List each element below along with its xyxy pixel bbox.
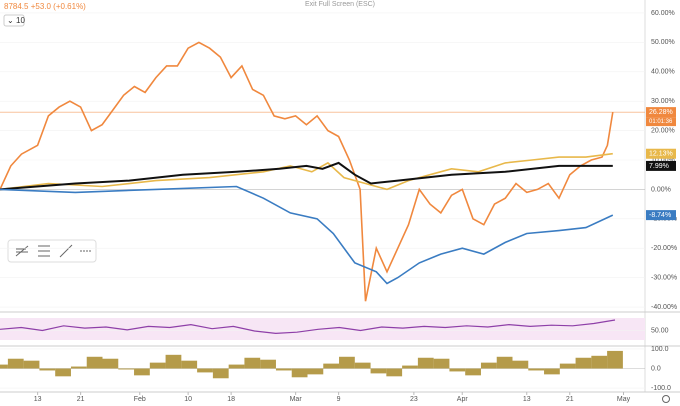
osc-bar	[370, 368, 387, 374]
osc-bar	[386, 368, 403, 377]
osc-bar	[118, 368, 135, 370]
y-tick-label: 100.0	[651, 346, 669, 353]
interval[interactable]: 10	[16, 16, 25, 25]
y-tick-label: 50.00%	[651, 39, 675, 46]
settings-icon[interactable]	[662, 395, 670, 403]
osc-bar	[23, 360, 40, 369]
series-line	[0, 152, 613, 191]
osc-bar	[181, 360, 198, 369]
x-tick-label: 13	[523, 396, 531, 403]
osc-bar	[465, 368, 481, 376]
y-tick-label: -40.00%	[651, 304, 677, 311]
osc-bar	[275, 368, 292, 371]
interval-box[interactable]	[3, 14, 25, 27]
y-tick-label: 10.00%	[651, 157, 675, 164]
x-tick-label: 18	[227, 396, 235, 403]
price-header: 8784.5 +53.0 (+0.61%)	[4, 2, 86, 11]
toolbar	[7, 239, 97, 263]
end-label: 7.99%	[649, 163, 669, 170]
osc-bar	[417, 357, 434, 369]
osc-bar	[323, 363, 340, 369]
tool-icon[interactable]	[59, 244, 73, 258]
series-line	[0, 319, 616, 335]
y-tick-label: 0.00%	[651, 186, 671, 193]
osc-bar	[260, 359, 276, 369]
osc-bar	[212, 368, 229, 379]
end-label: -8.74%	[649, 212, 671, 219]
x-tick-label: 21	[77, 396, 85, 403]
end-label: 26.28%	[649, 109, 673, 116]
osc-bar	[544, 368, 560, 375]
y-tick-label: 0.0	[651, 365, 661, 372]
series-line	[0, 185, 614, 285]
drawing-toolbar	[7, 239, 97, 263]
x-tick-label: 13	[34, 396, 42, 403]
x-tick-label: Apr	[457, 396, 469, 403]
osc-bar	[559, 363, 576, 369]
y-tick-label: -30.00%	[651, 274, 677, 281]
osc-bar	[0, 364, 8, 369]
chevron[interactable]: ⌄	[7, 16, 14, 25]
end-label-box	[646, 107, 676, 118]
series-line	[0, 161, 613, 191]
end-label-box	[646, 160, 676, 171]
tool-icon[interactable]	[15, 245, 29, 257]
osc-bar	[228, 364, 245, 369]
osc-bar	[496, 356, 513, 369]
osc-bar	[86, 356, 103, 369]
countdown: 01:01:36	[649, 119, 673, 125]
osc-bar	[70, 366, 87, 369]
osc-bar	[39, 368, 56, 371]
x-tick-label: 9	[337, 396, 341, 403]
end-label-box	[646, 148, 676, 159]
y-tick-label: -20.00%	[651, 245, 677, 252]
y-tick-label: 50.00	[651, 327, 669, 334]
osc-bar	[197, 368, 213, 373]
osc-bar	[7, 358, 24, 369]
osc-bar	[528, 368, 545, 371]
osc-bar	[291, 368, 308, 378]
x-tick-label: 10	[184, 396, 192, 403]
y-tick-label: 40.00%	[651, 69, 675, 76]
osc-bar	[149, 362, 166, 369]
x-tick-label: 21	[566, 396, 574, 403]
countdown-box	[646, 117, 676, 127]
osc-bar	[134, 368, 150, 376]
tool-icon[interactable]	[38, 245, 50, 257]
x-tick-label: 23	[410, 396, 418, 403]
osc-bar	[307, 368, 324, 375]
osc-bar	[55, 368, 71, 377]
osc-bar	[591, 355, 608, 369]
osc-bar	[433, 358, 450, 369]
osc-bar	[449, 368, 466, 372]
osc-bar	[244, 357, 261, 369]
osc-bar	[165, 354, 182, 369]
x-tick-label: Mar	[290, 396, 303, 403]
osc-bar	[512, 360, 529, 369]
y-tick-label: 20.00%	[651, 127, 675, 134]
y-tick-label: 60.00%	[651, 10, 675, 17]
y-tick-label: -100.0	[651, 385, 671, 392]
osc-bar	[607, 350, 623, 369]
exit-fullscreen[interactable]: Exit Full Screen (ESC)	[305, 1, 375, 8]
osc-bar	[575, 357, 592, 369]
osc-bar	[102, 358, 119, 369]
end-label: 12.13%	[649, 151, 673, 158]
osc-bar	[339, 356, 355, 369]
series-line	[0, 41, 614, 302]
x-tick-label: Feb	[134, 396, 146, 403]
y-tick-label: 30.00%	[651, 98, 675, 105]
end-label-box	[646, 210, 676, 221]
osc-bar	[480, 362, 497, 369]
osc-bar	[354, 362, 371, 369]
x-tick-label: May	[617, 396, 631, 403]
osc-bar	[402, 365, 418, 369]
